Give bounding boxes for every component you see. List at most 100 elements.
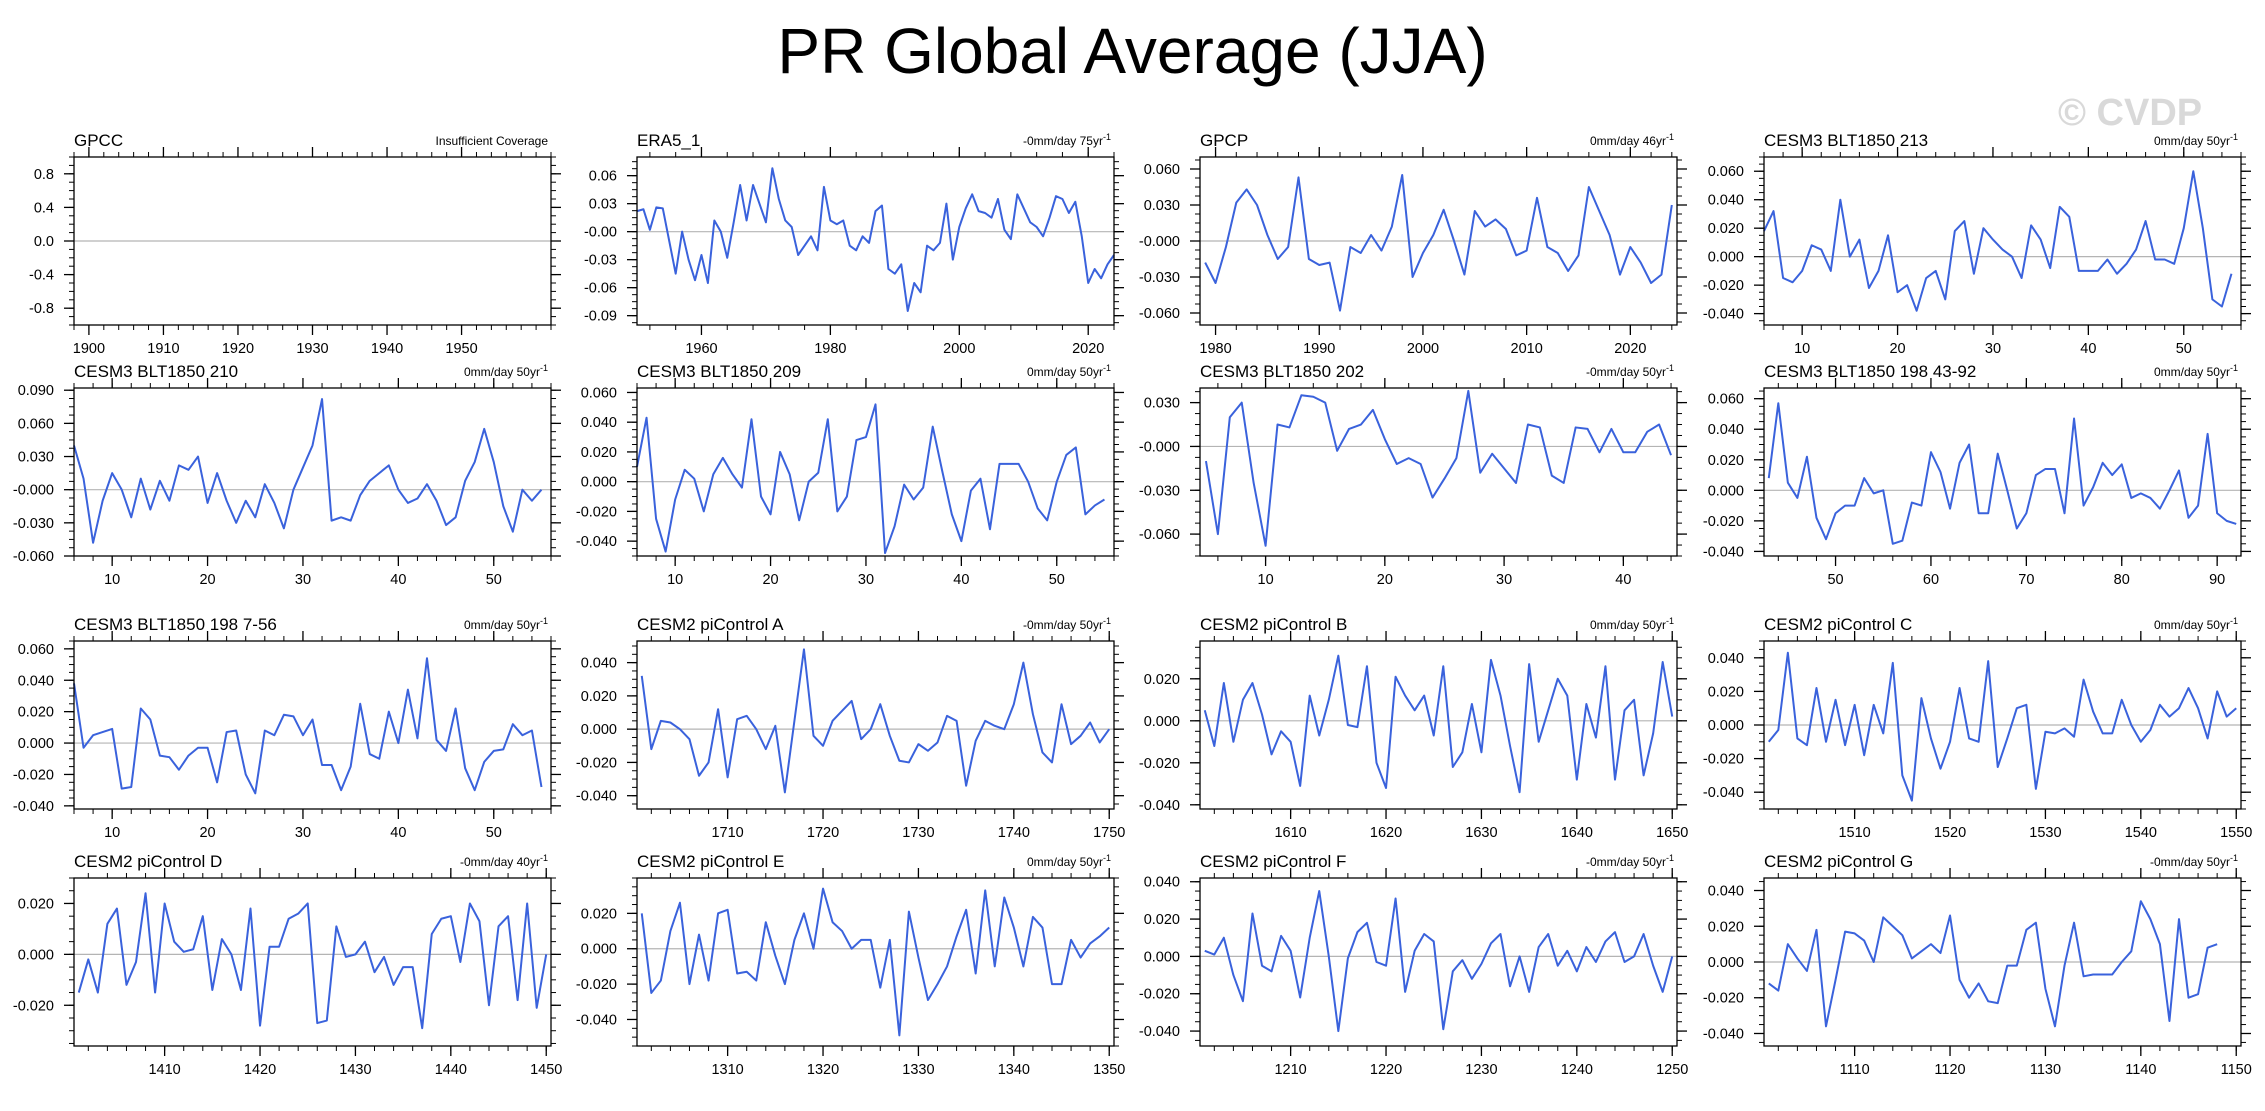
x-tick-label: 10 — [1794, 341, 1810, 357]
panel-title: CESM3 BLT1850 209 — [637, 362, 801, 381]
x-tick-label: 50 — [1049, 572, 1065, 588]
panel-6: CESM3 BLT1850 209 0mm/day 50yr-1 10 20 30 40 5… — [576, 362, 1124, 588]
x-tick-label: 20 — [1377, 572, 1393, 588]
y-tick-label: 0.020 — [1708, 919, 1744, 935]
x-tick-label: 1950 — [445, 341, 477, 357]
x-tick-label: 30 — [1496, 572, 1512, 588]
x-tick-label: 80 — [2114, 572, 2130, 588]
panel-title: CESM2 piControl A — [637, 615, 784, 634]
x-tick-label: 1220 — [1370, 1062, 1402, 1078]
y-tick-label: 0.000 — [1708, 718, 1744, 734]
panel-12: CESM2 piControl C 0mm/day 50yr-1 1510 1520 1… — [1703, 615, 2252, 841]
watermark: © CVDP — [2058, 92, 2203, 134]
y-tick-label: 0.000 — [1708, 955, 1744, 971]
x-tick-label: 1540 — [2125, 825, 2157, 841]
x-tick-label: 1130 — [2030, 1062, 2061, 1078]
y-tick-label: -0.040 — [1703, 307, 1744, 323]
series-line — [1768, 900, 2218, 1028]
figure-title: PR Global Average (JJA) — [777, 15, 1488, 87]
x-tick-label: 1350 — [1093, 1062, 1125, 1078]
x-tick-label: 70 — [2018, 572, 2034, 588]
x-tick-label: 1120 — [1934, 1062, 1965, 1078]
x-tick-label: 1510 — [1838, 825, 1870, 841]
x-tick-label: 1520 — [1934, 825, 1966, 841]
trend-note: -0mm/day 50yr-1 — [1586, 853, 1674, 869]
x-tick-label: 30 — [295, 572, 311, 588]
x-tick-label: 10 — [1258, 572, 1274, 588]
panel-14: CESM2 piControl E 0mm/day 50yr-1 1310 1320 1… — [576, 852, 1125, 1078]
x-tick-label: 1740 — [998, 825, 1030, 841]
x-tick-label: 60 — [1923, 572, 1939, 588]
x-tick-label: 1980 — [1199, 341, 1231, 357]
y-tick-label: 0.020 — [581, 445, 617, 461]
series-line — [640, 887, 1110, 1037]
x-tick-label: 1650 — [1656, 825, 1688, 841]
y-tick-label: 0.020 — [18, 705, 54, 721]
plot-frame — [1199, 877, 1678, 1047]
y-tick-label: 0.060 — [1708, 392, 1744, 408]
x-tick-label: 1640 — [1561, 825, 1593, 841]
x-tick-label: 20 — [199, 825, 215, 841]
series-line — [640, 648, 1111, 794]
y-tick-label: 0.020 — [581, 906, 617, 922]
x-tick-label: 1720 — [807, 825, 839, 841]
y-tick-label: -0.020 — [1139, 987, 1180, 1003]
x-tick-label: 1230 — [1465, 1062, 1497, 1078]
panel-title: GPCP — [1200, 131, 1248, 150]
y-tick-label: 0.020 — [1144, 672, 1180, 688]
trend-note: 0mm/day 50yr-1 — [1027, 853, 1111, 869]
x-tick-label: 40 — [953, 572, 969, 588]
x-tick-label: 40 — [390, 825, 406, 841]
x-tick-label: 1610 — [1274, 825, 1306, 841]
x-tick-label: 20 — [199, 572, 215, 588]
plot-frame — [636, 387, 1115, 557]
y-tick-label: -0.030 — [1139, 270, 1180, 286]
x-tick-label: 1140 — [2125, 1062, 2156, 1078]
y-tick-label: 0.000 — [581, 942, 617, 958]
panel-title: CESM3 BLT1850 198 7-56 — [74, 615, 277, 634]
panel-title: CESM2 piControl E — [637, 852, 784, 871]
y-tick-label: 0.060 — [581, 385, 617, 401]
plot-frame — [636, 156, 1115, 326]
panel-5: CESM3 BLT1850 210 0mm/day 50yr-1 10 20 30 40 5… — [13, 362, 561, 588]
y-tick-label: -0.020 — [576, 504, 617, 520]
y-tick-label: 0.000 — [18, 947, 54, 963]
x-tick-label: 1900 — [73, 341, 105, 357]
y-tick-label: -0.020 — [1703, 278, 1744, 294]
y-tick-label: -0.020 — [1703, 991, 1744, 1007]
trend-note: 0mm/day 50yr-1 — [1027, 363, 1111, 379]
series-line — [636, 403, 1105, 555]
x-tick-label: 2010 — [1511, 341, 1543, 357]
panel-15: CESM2 piControl F -0mm/day 50yr-1 1210 1220… — [1139, 852, 1688, 1078]
plot-frame — [73, 640, 552, 810]
x-tick-label: 1330 — [902, 1062, 934, 1078]
y-tick-label: 0.020 — [581, 689, 617, 705]
series-line — [1204, 890, 1674, 1033]
trend-note: 0mm/day 50yr-1 — [464, 363, 548, 379]
trend-note: 0mm/day 50yr-1 — [1590, 616, 1674, 632]
y-tick-label: -0.000 — [1139, 234, 1180, 250]
panel-title: CESM3 BLT1850 202 — [1200, 362, 1364, 381]
y-tick-label: 0.000 — [1708, 483, 1744, 499]
y-tick-label: 0.000 — [1144, 949, 1180, 965]
y-tick-label: 0.040 — [581, 656, 617, 672]
series-line — [1204, 389, 1672, 547]
x-tick-label: 1750 — [1093, 825, 1125, 841]
y-tick-label: 0.040 — [581, 415, 617, 431]
y-tick-label: -0.020 — [13, 767, 54, 783]
panel-1: GPCC Insufficient Coverage 1900 1910 1920 193… — [29, 131, 561, 357]
x-tick-label: 30 — [1985, 341, 2001, 357]
x-tick-label: 20 — [762, 572, 778, 588]
y-tick-label: 0.020 — [1708, 684, 1744, 700]
y-tick-label: 0.090 — [18, 383, 54, 399]
plot-frame — [73, 877, 552, 1047]
y-tick-label: 0.040 — [1708, 884, 1744, 900]
trend-note: -0mm/day 40yr-1 — [460, 853, 548, 869]
plot-frame — [636, 640, 1115, 810]
y-tick-label: -0.020 — [576, 977, 617, 993]
panel-title: CESM2 piControl D — [74, 852, 222, 871]
panel-8: CESM3 BLT1850 198 43-92 0mm/day 50yr-1 50 6… — [1703, 362, 2251, 588]
panel-title: CESM2 piControl B — [1200, 615, 1347, 634]
trend-note: -0mm/day 50yr-1 — [1023, 616, 1111, 632]
